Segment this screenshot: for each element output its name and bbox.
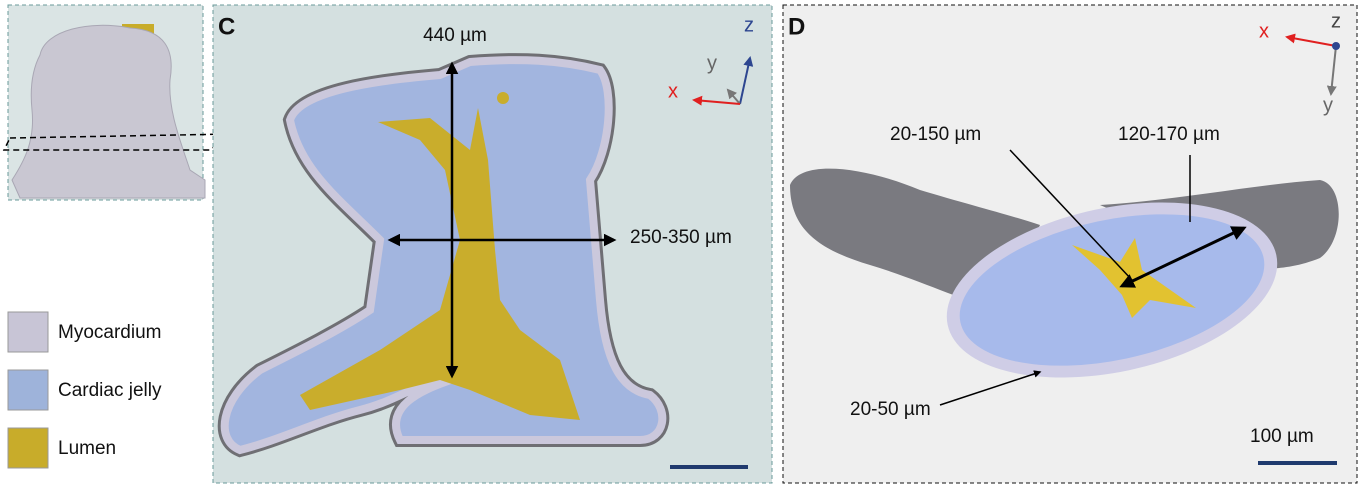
panel-c: C 440 µm 250-350 µm z y x	[213, 5, 772, 483]
annotation: 20-50 µm	[850, 399, 931, 420]
thumbnail	[4, 5, 232, 200]
legend: Myocardium Cardiac jelly Lumen	[8, 312, 162, 468]
panel-label: D	[788, 13, 805, 40]
legend-swatch	[8, 428, 48, 468]
legend-swatch	[8, 370, 48, 410]
lumen	[497, 92, 509, 104]
annotation: 120-170 µm	[1118, 124, 1220, 145]
legend-label: Lumen	[58, 438, 116, 459]
legend-label: Myocardium	[58, 322, 161, 343]
axis-label: x	[1259, 20, 1269, 42]
axis-label: x	[668, 80, 678, 102]
annotation: 20-150 µm	[890, 124, 981, 145]
annotation: 100 µm	[1250, 426, 1314, 447]
panel-d: D 20-150 µm 120-170 µm 20-50 µm 100 µm z…	[783, 5, 1357, 483]
annotation: 440 µm	[423, 25, 487, 46]
axis-origin	[1332, 42, 1340, 50]
axis-label: z	[744, 14, 754, 36]
axis-label: y	[1323, 94, 1333, 116]
legend-swatch	[8, 312, 48, 352]
figure: Myocardium Cardiac jelly Lumen C 440 µm …	[0, 0, 1361, 487]
axis-label: z	[1331, 10, 1341, 32]
legend-label: Cardiac jelly	[58, 380, 162, 401]
panel-label: C	[218, 13, 235, 40]
annotation: 250-350 µm	[630, 227, 732, 248]
axis-label: y	[707, 52, 717, 74]
